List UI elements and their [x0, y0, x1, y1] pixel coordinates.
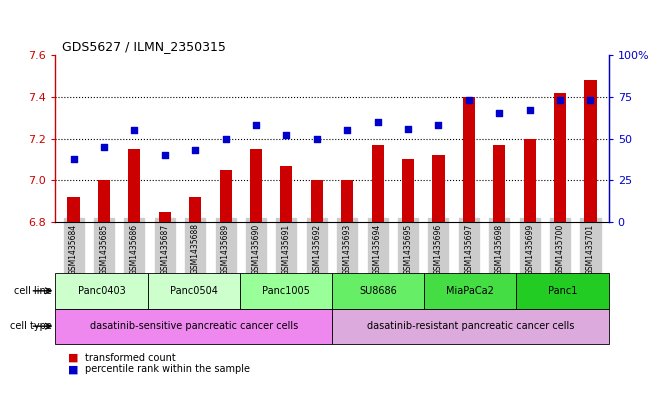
Bar: [68, 197, 79, 222]
Bar: [189, 197, 201, 222]
Point: [68, 155, 79, 162]
Bar: [402, 160, 414, 222]
Bar: [523, 138, 536, 222]
Point: [312, 135, 322, 141]
Point: [403, 125, 413, 132]
Point: [525, 107, 535, 113]
Bar: [432, 155, 445, 222]
Bar: [55, 309, 332, 344]
Text: percentile rank within the sample: percentile rank within the sample: [85, 364, 249, 375]
Point: [99, 144, 109, 150]
Bar: [332, 273, 424, 309]
Text: cell type: cell type: [10, 321, 52, 331]
Text: Panc0504: Panc0504: [170, 286, 217, 296]
Text: ■: ■: [68, 353, 79, 363]
Bar: [341, 180, 353, 222]
Point: [129, 127, 139, 133]
Bar: [250, 149, 262, 222]
Point: [221, 135, 231, 141]
Point: [464, 97, 474, 103]
Bar: [281, 166, 292, 222]
Point: [494, 110, 505, 117]
Bar: [372, 145, 383, 222]
Text: GDS5627 / ILMN_2350315: GDS5627 / ILMN_2350315: [62, 40, 226, 53]
Point: [190, 147, 201, 153]
Bar: [159, 211, 171, 222]
Bar: [424, 273, 516, 309]
Bar: [554, 93, 566, 222]
Text: Panc1: Panc1: [548, 286, 577, 296]
Point: [281, 132, 292, 138]
Bar: [219, 170, 232, 222]
Point: [433, 122, 443, 128]
Text: Panc1005: Panc1005: [262, 286, 310, 296]
Point: [251, 122, 261, 128]
Bar: [463, 97, 475, 222]
Bar: [128, 149, 141, 222]
Bar: [585, 80, 596, 222]
Text: SU8686: SU8686: [359, 286, 397, 296]
Text: dasatinib-resistant pancreatic cancer cells: dasatinib-resistant pancreatic cancer ce…: [367, 321, 574, 331]
Bar: [240, 273, 332, 309]
Point: [372, 119, 383, 125]
Point: [159, 152, 170, 158]
Text: Panc0403: Panc0403: [77, 286, 126, 296]
Point: [585, 97, 596, 103]
Bar: [148, 273, 240, 309]
Text: dasatinib-sensitive pancreatic cancer cells: dasatinib-sensitive pancreatic cancer ce…: [90, 321, 298, 331]
Bar: [493, 145, 505, 222]
Text: transformed count: transformed count: [85, 353, 175, 363]
Text: ■: ■: [68, 364, 79, 375]
Bar: [311, 180, 323, 222]
Point: [555, 97, 565, 103]
Text: cell line: cell line: [14, 286, 52, 296]
Bar: [516, 273, 609, 309]
Text: MiaPaCa2: MiaPaCa2: [447, 286, 494, 296]
Bar: [98, 180, 110, 222]
Bar: [332, 309, 609, 344]
Bar: [55, 273, 148, 309]
Point: [342, 127, 352, 133]
